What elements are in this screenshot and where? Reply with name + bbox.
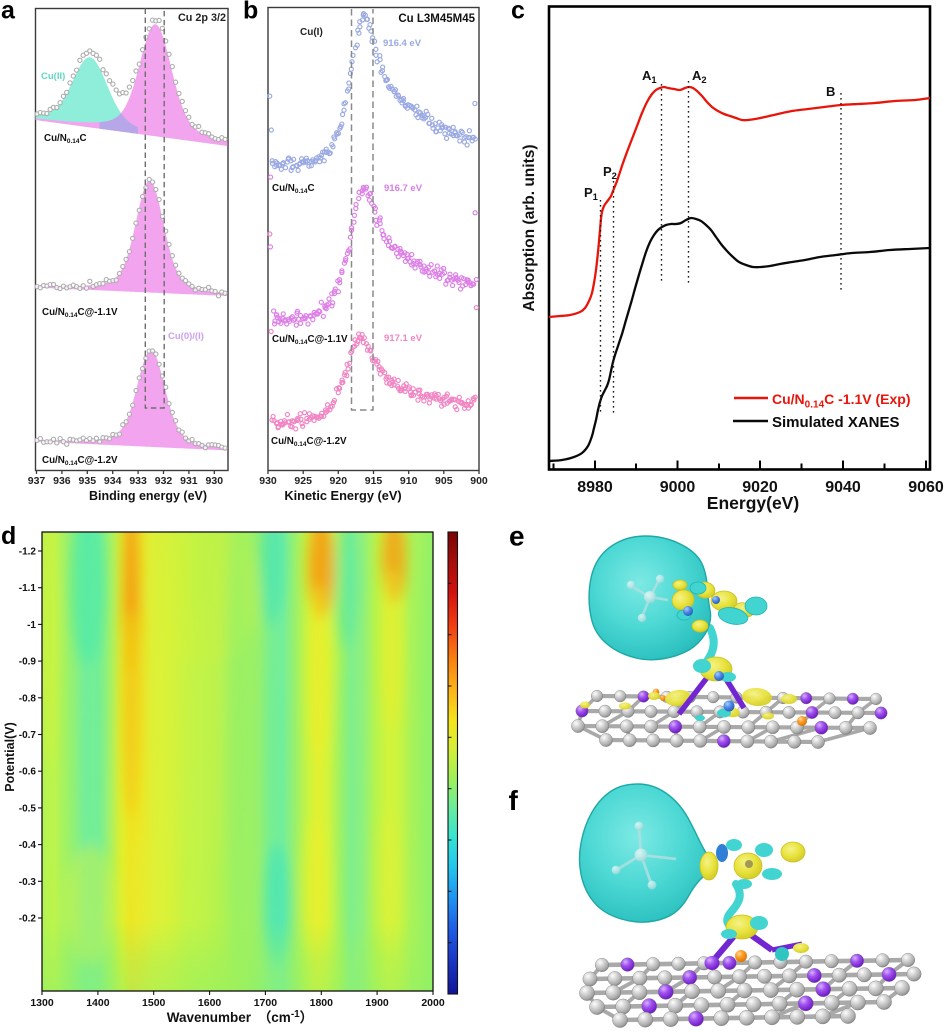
svg-text:935: 935 [79, 475, 97, 487]
svg-text:9000: 9000 [660, 479, 696, 496]
svg-text:-0.3: -0.3 [19, 877, 37, 888]
svg-text:-0.6: -0.6 [19, 767, 37, 778]
svg-text:b: b [243, 0, 258, 25]
svg-text:Energy(eV): Energy(eV) [707, 493, 799, 513]
svg-text:1300: 1300 [30, 997, 54, 1009]
svg-text:1600: 1600 [198, 997, 222, 1009]
svg-text:-1.1: -1.1 [19, 583, 37, 594]
svg-text:1800: 1800 [310, 997, 334, 1009]
svg-text:1900: 1900 [365, 997, 389, 1009]
svg-text:-0.7: -0.7 [19, 730, 37, 741]
svg-text:936: 936 [53, 475, 71, 487]
svg-text:915: 915 [365, 475, 383, 487]
svg-text:Cu(II): Cu(II) [41, 71, 65, 82]
svg-text:a: a [1, 0, 16, 25]
svg-text:Absorption (arb. units): Absorption (arb. units) [521, 144, 538, 311]
svg-text:P1: P1 [584, 185, 598, 202]
svg-text:910: 910 [400, 475, 418, 487]
svg-text:917.1 eV: 917.1 eV [384, 333, 423, 344]
svg-text:930: 930 [259, 475, 277, 487]
svg-text:934: 934 [104, 475, 122, 487]
svg-text:1500: 1500 [142, 997, 166, 1009]
svg-text:Kinetic Energy (eV): Kinetic Energy (eV) [284, 488, 401, 503]
svg-text:Binding energy (eV): Binding energy (eV) [89, 489, 207, 503]
svg-text:937: 937 [28, 475, 46, 487]
svg-text:-1.2: -1.2 [19, 547, 37, 558]
svg-text:933: 933 [129, 475, 147, 487]
svg-text:Cu/N0.14C: Cu/N0.14C [272, 183, 315, 195]
svg-text:Cu/N0.14C@-1.2V: Cu/N0.14C@-1.2V [42, 455, 118, 467]
svg-text:Cu/N0.14C@-1.1V: Cu/N0.14C@-1.1V [272, 334, 348, 346]
svg-text:-1: -1 [27, 620, 36, 631]
svg-text:Wavenumber （cm-1）: Wavenumber （cm-1） [167, 1009, 313, 1025]
svg-text:Cu(0)/(I): Cu(0)/(I) [168, 331, 204, 342]
svg-text:-0.8: -0.8 [19, 693, 37, 704]
svg-text:Cu(I): Cu(I) [300, 27, 323, 38]
svg-text:A1: A1 [642, 68, 657, 85]
svg-text:f: f [509, 785, 519, 816]
svg-text:-0.5: -0.5 [19, 803, 37, 814]
svg-text:920: 920 [330, 475, 348, 487]
svg-text:Potential(V): Potential(V) [3, 722, 17, 791]
svg-text:9040: 9040 [825, 479, 861, 496]
svg-text:1400: 1400 [86, 997, 110, 1009]
svg-text:900: 900 [470, 475, 488, 487]
svg-text:931: 931 [180, 475, 198, 487]
svg-text:Cu 2p 3/2: Cu 2p 3/2 [178, 12, 226, 24]
svg-text:Cu/N0.14C@-1.1V: Cu/N0.14C@-1.1V [42, 307, 118, 319]
svg-text:Cu/N0.14C@-1.2V: Cu/N0.14C@-1.2V [271, 436, 347, 448]
svg-text:e: e [509, 521, 525, 552]
svg-text:Simulated XANES: Simulated XANES [772, 414, 900, 431]
svg-text:1700: 1700 [254, 997, 278, 1009]
svg-text:P2: P2 [603, 164, 617, 181]
svg-text:B: B [826, 84, 835, 99]
svg-text:9060: 9060 [908, 479, 944, 496]
svg-text:9020: 9020 [742, 479, 778, 496]
svg-text:916.4 eV: 916.4 eV [383, 38, 422, 49]
svg-text:-0.9: -0.9 [19, 657, 37, 668]
svg-text:905: 905 [435, 475, 453, 487]
svg-text:925: 925 [294, 475, 312, 487]
svg-text:-0.4: -0.4 [19, 840, 37, 851]
svg-text:8980: 8980 [577, 479, 613, 496]
svg-text:Cu/N0.14C -1.1V (Exp): Cu/N0.14C -1.1V (Exp) [772, 391, 911, 411]
svg-text:Cu L3M45M45: Cu L3M45M45 [398, 13, 475, 25]
svg-text:916.7 eV: 916.7 eV [384, 183, 423, 194]
svg-text:-0.2: -0.2 [19, 914, 37, 925]
svg-text:c: c [511, 0, 525, 25]
svg-text:930: 930 [206, 475, 224, 487]
svg-text:932: 932 [155, 475, 173, 487]
svg-text:A2: A2 [692, 68, 707, 85]
svg-text:d: d [1, 522, 16, 550]
svg-text:Cu/N0.14C: Cu/N0.14C [44, 133, 87, 145]
svg-text:2000: 2000 [421, 997, 445, 1009]
